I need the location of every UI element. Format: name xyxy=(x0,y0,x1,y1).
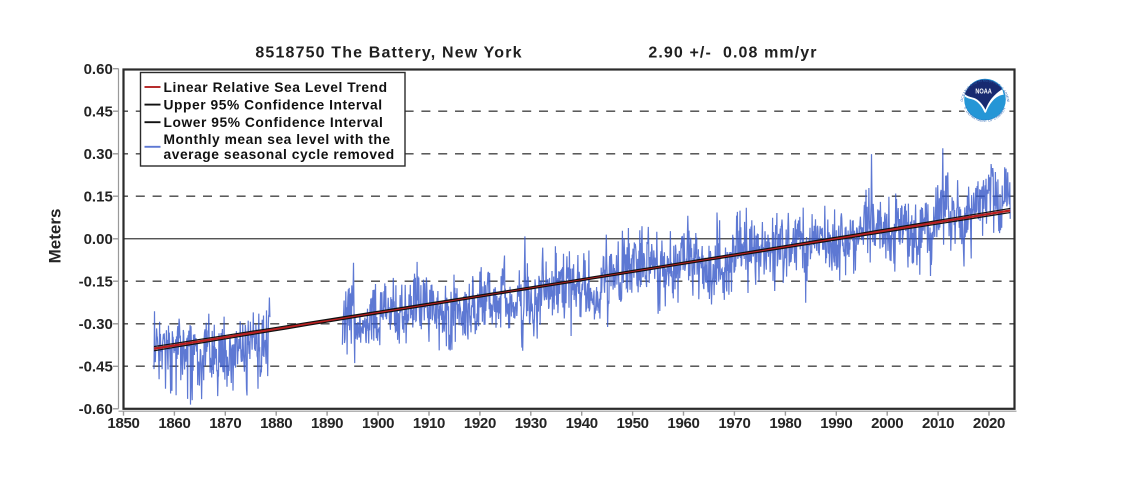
svg-text:Upper 95% Confidence Interval: Upper 95% Confidence Interval xyxy=(164,98,383,113)
svg-text:-0.60: -0.60 xyxy=(79,401,113,418)
svg-text:1950: 1950 xyxy=(617,415,649,432)
svg-text:1850: 1850 xyxy=(107,415,139,432)
svg-text:1990: 1990 xyxy=(820,415,852,432)
svg-text:NOAA: NOAA xyxy=(975,87,992,96)
svg-text:0.00: 0.00 xyxy=(84,231,113,248)
svg-text:average seasonal cycle removed: average seasonal cycle removed xyxy=(164,147,395,162)
svg-text:2020: 2020 xyxy=(973,415,1005,432)
svg-text:8518750 The Battery, New York: 8518750 The Battery, New York xyxy=(255,45,522,62)
svg-text:1930: 1930 xyxy=(515,415,547,432)
svg-text:2.90 +/- 0.08 mm/yr: 2.90 +/- 0.08 mm/yr xyxy=(648,45,817,62)
svg-text:1940: 1940 xyxy=(566,415,598,432)
svg-text:Meters: Meters xyxy=(46,209,65,264)
svg-text:1890: 1890 xyxy=(311,415,343,432)
svg-text:1900: 1900 xyxy=(362,415,394,432)
svg-text:1880: 1880 xyxy=(260,415,292,432)
svg-text:1970: 1970 xyxy=(718,415,750,432)
svg-text:0.60: 0.60 xyxy=(84,61,113,78)
svg-text:1920: 1920 xyxy=(464,415,496,432)
svg-text:Lower 95% Confidence Interval: Lower 95% Confidence Interval xyxy=(164,115,384,130)
svg-text:2010: 2010 xyxy=(922,415,954,432)
svg-text:Linear Relative Sea Level Tren: Linear Relative Sea Level Trend xyxy=(164,80,388,95)
svg-text:0.15: 0.15 xyxy=(84,189,113,206)
svg-text:1980: 1980 xyxy=(769,415,801,432)
svg-text:0.45: 0.45 xyxy=(84,104,113,121)
svg-text:-0.45: -0.45 xyxy=(79,359,113,376)
svg-text:0.30: 0.30 xyxy=(84,146,113,163)
svg-text:-0.15: -0.15 xyxy=(79,274,113,291)
svg-text:-0.30: -0.30 xyxy=(79,316,113,333)
svg-text:Monthly mean sea level with th: Monthly mean sea level with the xyxy=(164,132,391,147)
svg-text:1870: 1870 xyxy=(209,415,241,432)
svg-text:1910: 1910 xyxy=(413,415,445,432)
svg-text:2000: 2000 xyxy=(871,415,903,432)
svg-text:1860: 1860 xyxy=(158,415,190,432)
svg-text:1960: 1960 xyxy=(667,415,699,432)
